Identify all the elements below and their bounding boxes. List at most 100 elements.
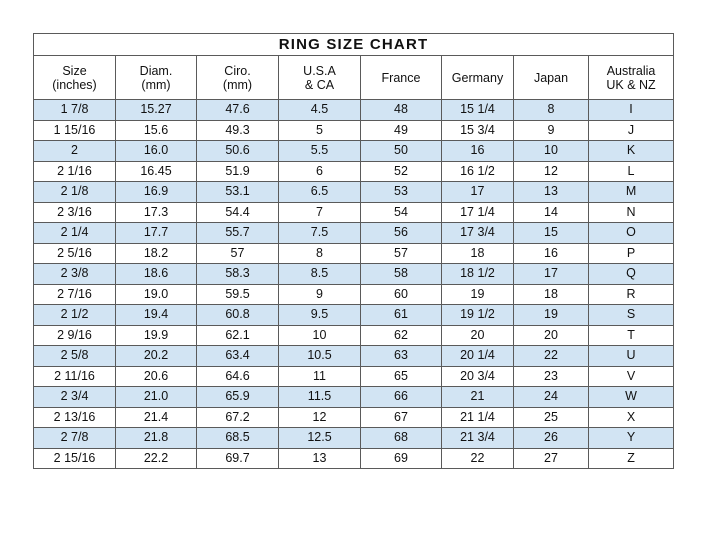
cell-8-7: Q [587,263,675,285]
table-body: 1 7/8 15.27 47.6 4.5 48 15 1/4 8 I 1 15/16 15.6 49… [33,99,675,469]
cell-6-5: 17 3/4 [441,222,514,244]
title-row: RING SIZE CHART [32,33,675,56]
cell-11-4: 62 [360,324,442,346]
column-header-line1: Australia [606,63,656,78]
column-header-line2: & CA [304,77,335,92]
column-header-4: France [360,55,442,100]
cell-14-1: 21.0 [115,386,197,408]
cell-8-2: 58.3 [196,263,279,285]
cell-11-0: 2 9/16 [33,324,116,346]
cell-6-2: 55.7 [196,222,279,244]
cell-7-0: 2 5/16 [33,242,116,264]
column-header-2: Ciro. (mm) [196,55,279,100]
table-row: 2 3/8 18.6 58.3 8.5 58 18 1/2 17 Q [33,263,675,285]
column-header-line1: U.S.A [303,63,336,78]
cell-0-0: 1 7/8 [33,99,116,121]
cell-9-2: 59.5 [196,283,279,305]
cell-16-1: 21.8 [115,427,197,449]
column-header-5: Germany [441,55,514,100]
cell-2-2: 50.6 [196,140,279,162]
table-row: 2 9/16 19.9 62.1 10 62 20 20 T [33,324,675,346]
cell-16-3: 12.5 [278,427,361,449]
column-header-line2: (inches) [52,77,97,92]
cell-13-3: 11 [278,365,361,387]
cell-2-0: 2 [33,140,116,162]
cell-13-2: 64.6 [196,365,279,387]
cell-8-6: 17 [513,263,589,285]
cell-3-7: L [587,160,675,182]
cell-7-7: P [587,242,675,264]
cell-12-6: 22 [513,345,589,367]
table-row: 2 5/8 20.2 63.4 10.5 63 20 1/4 22 U [33,345,675,367]
cell-15-6: 25 [513,406,589,428]
cell-5-1: 17.3 [115,201,197,223]
table-row: 2 7/16 19.0 59.5 9 60 19 18 R [33,283,675,305]
cell-3-1: 16.45 [115,160,197,182]
cell-5-5: 17 1/4 [441,201,514,223]
table-row: 1 7/8 15.27 47.6 4.5 48 15 1/4 8 I [33,99,675,121]
cell-0-3: 4.5 [278,99,361,121]
table-row: 2 13/16 21.4 67.2 12 67 21 1/4 25 X [33,406,675,428]
cell-16-4: 68 [360,427,442,449]
cell-9-7: R [587,283,675,305]
cell-4-7: M [587,181,675,203]
cell-14-7: W [587,386,675,408]
cell-7-1: 18.2 [115,242,197,264]
table-row: 2 15/16 22.2 69.7 13 69 22 27 Z [33,447,675,469]
cell-12-5: 20 1/4 [441,345,514,367]
table-row: 2 5/16 18.2 57 8 57 18 16 P [33,242,675,264]
ring-size-table: RING SIZE CHART Size (inches) Diam. (mm) Cir… [32,33,675,469]
cell-6-7: O [587,222,675,244]
cell-5-2: 54.4 [196,201,279,223]
cell-16-2: 68.5 [196,427,279,449]
cell-16-6: 26 [513,427,589,449]
cell-1-7: J [587,119,675,141]
cell-2-7: K [587,140,675,162]
cell-0-4: 48 [360,99,442,121]
cell-11-2: 62.1 [196,324,279,346]
cell-10-6: 19 [513,304,589,326]
table-row: 2 3/16 17.3 54.4 7 54 17 1/4 14 N [33,201,675,223]
cell-17-3: 13 [278,447,361,469]
column-header-row: Size (inches) Diam. (mm) Ciro. (mm) U.S.A & CA F… [33,55,675,100]
cell-17-2: 69.7 [196,447,279,469]
cell-5-3: 7 [278,201,361,223]
table-row: 2 1/8 16.9 53.1 6.5 53 17 13 M [33,181,675,203]
cell-1-4: 49 [360,119,442,141]
column-header-6: Japan [513,55,589,100]
cell-2-4: 50 [360,140,442,162]
column-header-line2: (mm) [222,77,253,92]
cell-11-7: T [587,324,675,346]
cell-8-3: 8.5 [278,263,361,285]
column-header-line1: Ciro. [224,63,251,78]
table-header: RING SIZE CHART Size (inches) Diam. (mm) Cir… [32,33,675,100]
cell-14-0: 2 3/4 [33,386,116,408]
cell-4-2: 53.1 [196,181,279,203]
cell-15-2: 67.2 [196,406,279,428]
cell-17-7: Z [587,447,675,469]
table-row: 2 16.0 50.6 5.5 50 16 10 K [33,140,675,162]
column-header-7: Australia UK & NZ [587,55,675,100]
cell-14-4: 66 [360,386,442,408]
table-row: 2 7/8 21.8 68.5 12.5 68 21 3/4 26 Y [33,427,675,449]
table-row: 2 3/4 21.0 65.9 11.5 66 21 24 W [33,386,675,408]
cell-0-5: 15 1/4 [441,99,514,121]
cell-7-4: 57 [360,242,442,264]
cell-9-1: 19.0 [115,283,197,305]
cell-9-3: 9 [278,283,361,305]
cell-6-4: 56 [360,222,442,244]
column-header-1: Diam. (mm) [115,55,197,100]
column-header-line1: Diam. [139,63,173,78]
cell-3-5: 16 1/2 [441,160,514,182]
cell-14-2: 65.9 [196,386,279,408]
cell-13-1: 20.6 [115,365,197,387]
cell-10-4: 61 [360,304,442,326]
cell-13-6: 23 [513,365,589,387]
cell-0-1: 15.27 [115,99,197,121]
cell-17-6: 27 [513,447,589,469]
column-header-line1: Germany [451,70,504,85]
column-header-line2: UK & NZ [606,77,656,92]
cell-9-0: 2 7/16 [33,283,116,305]
cell-4-6: 13 [513,181,589,203]
cell-12-2: 63.4 [196,345,279,367]
